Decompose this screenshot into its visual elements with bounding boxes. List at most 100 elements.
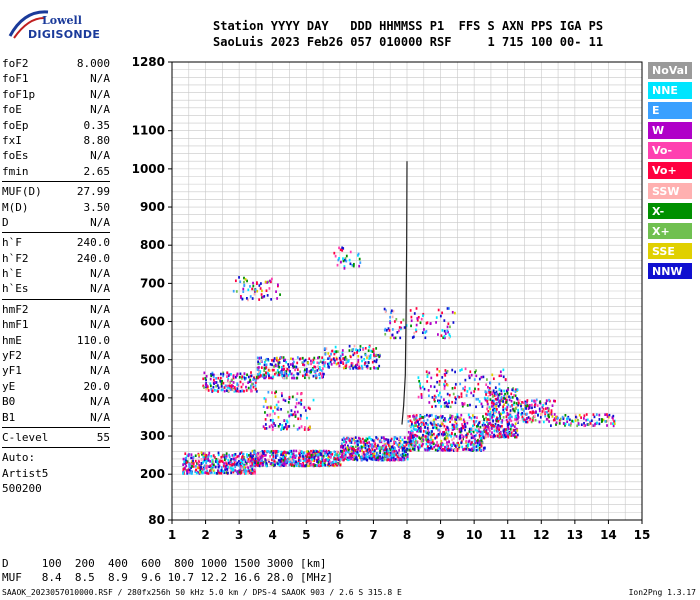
data-point [209,382,212,385]
data-point [322,458,325,462]
legend-item: Vo+ [648,162,692,179]
data-point [468,387,471,390]
data-point [357,254,359,257]
data-point [541,410,544,413]
data-point [359,456,361,459]
data-point [328,362,331,365]
data-point [373,449,376,453]
data-point [266,294,269,297]
data-point [331,461,334,464]
data-point [285,451,288,455]
data-point [460,441,463,445]
data-point [293,464,296,468]
data-point [363,362,366,365]
data-point [524,404,527,407]
data-point [369,353,372,357]
data-point [472,424,474,428]
data-point [455,422,458,426]
data-point [182,467,185,471]
data-point [422,416,425,419]
data-point [352,348,355,351]
data-point [427,423,429,427]
data-point [338,356,341,360]
data-point [416,318,419,322]
data-point [482,375,485,379]
data-point [352,366,355,370]
data-point [446,325,449,329]
data-point [313,453,316,456]
data-point [434,395,437,399]
data-point [293,365,296,369]
data-point [479,441,482,445]
data-point [357,443,359,447]
data-point [427,440,429,443]
data-point [230,471,233,475]
data-point [434,404,437,408]
data-point [283,458,286,462]
data-point [422,442,424,446]
data-point [416,429,418,433]
data-point [260,356,262,360]
data-point [501,411,504,415]
data-point [393,451,396,455]
data-point [487,395,490,398]
data-point [281,374,284,378]
data-point [249,468,252,472]
data-point [264,427,266,430]
data-point [574,413,577,417]
data-point [564,424,566,427]
data-point [212,454,215,457]
data-point [249,378,252,382]
data-point [313,457,316,461]
data-point [475,425,478,428]
data-point [340,260,342,264]
data-point [247,386,250,390]
x-tick-label: 13 [567,528,584,542]
data-point [227,465,230,469]
data-point [561,415,564,419]
data-point [440,395,443,399]
data-point [523,412,526,416]
data-point [322,375,324,379]
data-point [419,426,422,430]
data-point [270,406,272,410]
data-point [436,449,439,452]
param-name: foEp [2,118,29,132]
data-point [335,452,337,455]
data-point [384,332,387,336]
data-point [508,416,510,420]
data-point [422,312,425,316]
data-point [279,371,282,374]
data-point [206,385,209,388]
data-point [287,410,289,414]
data-point [499,417,502,420]
data-point [267,280,270,284]
data-point [544,414,547,418]
data-point [513,394,516,397]
data-point [328,355,331,358]
data-point [449,416,452,420]
data-point [479,436,482,440]
data-point [389,451,392,455]
data-point [261,459,263,463]
data-point [357,454,360,457]
data-point [509,428,512,431]
data-point [273,459,276,463]
data-point [370,349,373,353]
data-point [510,399,513,403]
data-point [446,369,449,373]
data-point [454,420,457,424]
data-point [480,448,482,452]
data-point [443,405,446,408]
data-point [426,422,428,426]
data-point [475,405,477,409]
data-point [479,425,482,429]
data-point [304,458,307,462]
data-point [345,449,348,452]
data-point [276,454,279,457]
data-point [398,442,401,445]
data-point [280,407,282,411]
data-point [446,307,449,310]
data-point [606,415,609,418]
data-point [441,311,444,315]
